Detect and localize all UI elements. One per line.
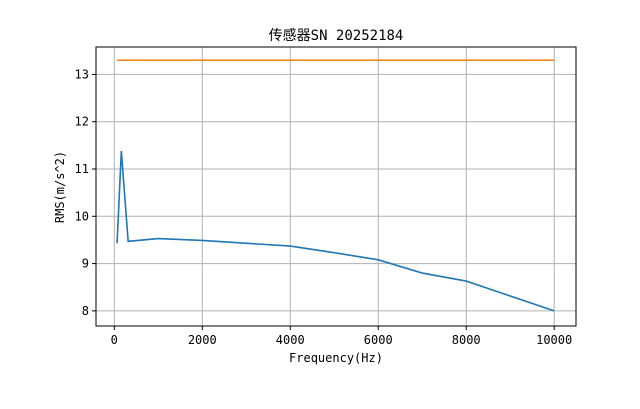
y-tick-label: 10 (75, 209, 89, 223)
x-tick-label: 4000 (276, 333, 305, 347)
y-tick-label: 12 (75, 115, 89, 129)
x-tick-label: 6000 (364, 333, 393, 347)
chart-title: 传感器SN 20252184 (269, 27, 404, 44)
y-tick-label: 8 (82, 304, 89, 318)
x-tick-label: 2000 (188, 333, 217, 347)
x-tick-label: 10000 (536, 333, 572, 347)
x-axis-label: Frequency(Hz) (289, 351, 383, 365)
data-line (116, 150, 555, 312)
y-tick-label: 11 (75, 162, 89, 176)
y-tick-label: 9 (82, 257, 89, 271)
y-tick-label: 13 (75, 67, 89, 81)
plot-frame (95, 46, 577, 327)
y-axis-label: RMS(m/s^2) (53, 151, 67, 223)
x-tick-label: 8000 (452, 333, 481, 347)
x-tick-label: 0 (111, 333, 118, 347)
